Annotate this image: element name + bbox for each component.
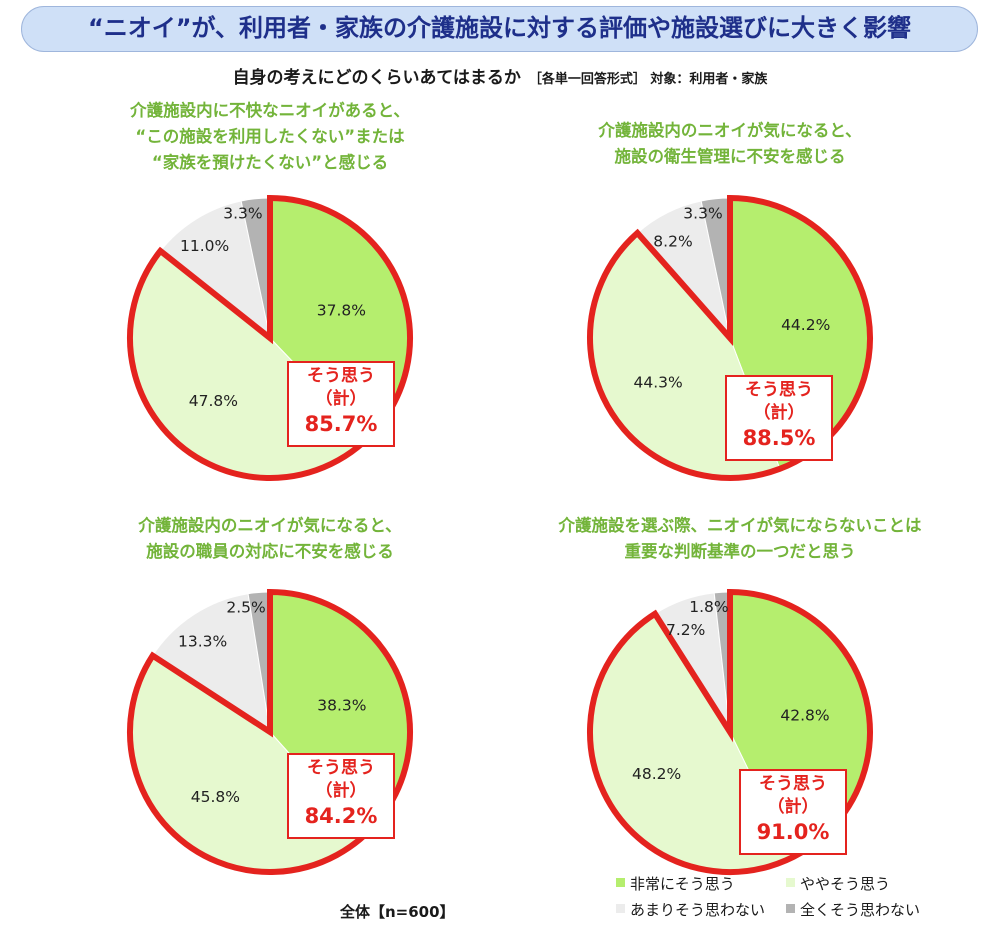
total-value: 85.7% xyxy=(304,412,378,436)
legend-swatch xyxy=(786,904,795,913)
pie-1-title-line: 介護施設内に不快なニオイがあると、 xyxy=(130,101,410,120)
data-label: 1.8% xyxy=(689,598,728,616)
data-label: 48.2% xyxy=(632,765,681,783)
data-label: 13.3% xyxy=(178,632,227,650)
agree-total-outline xyxy=(587,194,873,481)
legend-swatch xyxy=(786,878,795,887)
pie-3-title-line: 介護施設内のニオイが気になると、 xyxy=(138,516,402,535)
chart-subtitle: 自身の考えにどのくらいあてはまるか ［各単一回答形式］ 対象：利用者・家族 xyxy=(0,63,1000,88)
total-label: そう思う xyxy=(307,758,375,778)
data-label: 3.3% xyxy=(223,205,262,223)
total-sub-label: （計） xyxy=(315,389,367,409)
agree-total-outline xyxy=(127,588,413,875)
slice-not-much xyxy=(159,200,271,340)
legend-label: 非常にそう思う xyxy=(630,875,735,893)
data-label: 44.3% xyxy=(633,373,682,391)
data-label: 42.8% xyxy=(780,707,829,725)
agree-total-outline xyxy=(127,194,413,481)
question-text: 自身の考えにどのくらいあてはまるか xyxy=(232,68,521,88)
legend-label: 全くそう思わない xyxy=(800,901,921,919)
legend-label: あまりそう思わない xyxy=(630,901,766,919)
pie-2-title-line: 介護施設内のニオイが気になると、 xyxy=(598,121,862,140)
slice-not-much xyxy=(151,593,271,734)
pie-4-title-line: 介護施設を選ぶ際、ニオイが気にならないことは xyxy=(558,516,922,535)
data-label: 2.5% xyxy=(226,598,265,616)
total-label: そう思う xyxy=(759,774,827,794)
legend-swatch xyxy=(616,904,625,913)
pie-1-total-box: そう思う （計） 85.7% xyxy=(287,361,395,447)
pie-3-title-line: 施設の職員の対応に不安を感じる xyxy=(146,542,394,561)
data-label: 11.0% xyxy=(180,237,229,255)
data-label: 8.2% xyxy=(653,232,692,250)
pie-2-total-box: そう思う （計） 88.5% xyxy=(725,375,833,461)
pie-2-title: 介護施設内のニオイが気になると、 施設の衛生管理に不安を感じる xyxy=(520,118,940,170)
total-sub-label: （計） xyxy=(753,403,805,423)
pie-3-total-box: そう思う （計） 84.2% xyxy=(287,753,395,839)
pie-4-title-line: 重要な判断基準の一つだと思う xyxy=(624,542,856,561)
answer-format-note: ［各単一回答形式］ 対象：利用者・家族 xyxy=(528,72,768,87)
sample-size-note: 全体【n=600】 xyxy=(340,903,455,921)
total-sub-label: （計） xyxy=(315,781,367,801)
data-label: 44.2% xyxy=(781,316,830,334)
pie-4-total-box: そう思う （計） 91.0% xyxy=(739,769,847,855)
pie-3-title: 介護施設内のニオイが気になると、 施設の職員の対応に不安を感じる xyxy=(60,513,480,565)
total-label: そう思う xyxy=(745,380,813,400)
legend-swatch xyxy=(616,878,625,887)
data-label: 45.8% xyxy=(191,788,240,806)
data-label: 37.8% xyxy=(317,301,366,319)
legend-item-not-much: あまりそう思わない xyxy=(616,899,765,920)
headline-banner: “ニオイ”が、利用者・家族の介護施設に対する評価や施設選びに大きく影響 xyxy=(21,6,978,52)
pie-1-title: 介護施設内に不快なニオイがあると、 “この施設を利用したくない”または “家族を… xyxy=(60,98,480,176)
legend-item-strong: 非常にそう思う xyxy=(616,873,735,894)
pie-2-title-line: 施設の衛生管理に不安を感じる xyxy=(614,147,846,166)
data-label: 47.8% xyxy=(189,392,238,410)
pie-4-title: 介護施設を選ぶ際、ニオイが気にならないことは 重要な判断基準の一つだと思う xyxy=(520,513,960,565)
total-label: そう思う xyxy=(307,366,375,386)
data-label: 7.2% xyxy=(666,621,705,639)
legend-item-not-at-all: 全くそう思わない xyxy=(786,899,920,920)
data-label: 3.3% xyxy=(683,205,722,223)
total-value: 88.5% xyxy=(742,426,816,450)
agree-total-outline xyxy=(587,588,873,875)
pie-1-title-line: “この施設を利用したくない”または xyxy=(135,127,405,146)
legend-label: ややそう思う xyxy=(800,875,891,893)
total-value: 84.2% xyxy=(304,804,378,828)
total-sub-label: （計） xyxy=(767,797,819,817)
pie-1-title-line: “家族を預けたくない”と感じる xyxy=(151,153,389,172)
legend-item-somewhat: ややそう思う xyxy=(786,873,890,894)
data-label: 38.3% xyxy=(317,696,366,714)
total-value: 91.0% xyxy=(756,820,830,844)
